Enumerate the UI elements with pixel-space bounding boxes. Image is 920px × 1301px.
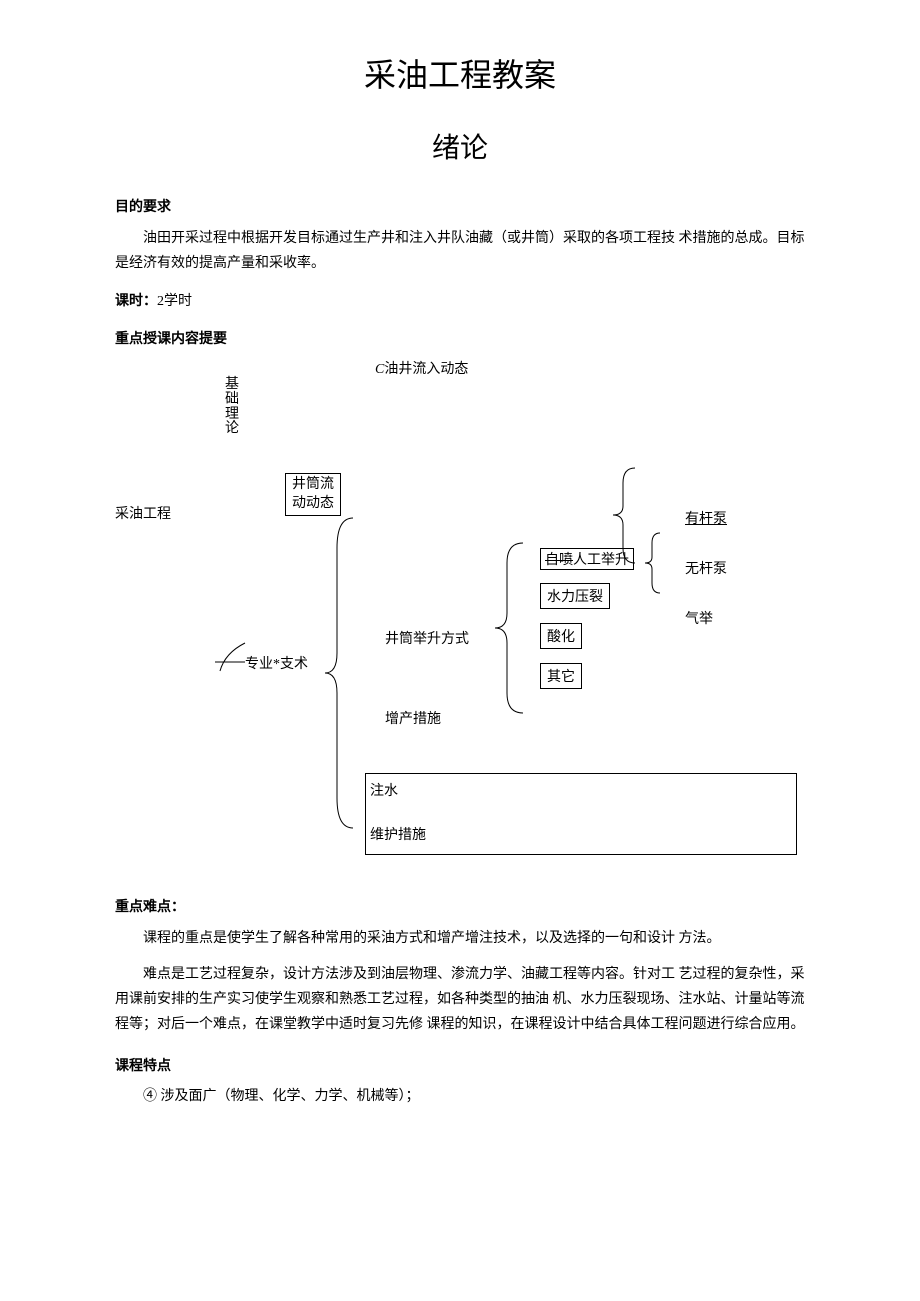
diagram-c-italic: C <box>375 362 384 377</box>
keypoints-paragraph: 课程的重点是使学生了解各种常用的采油方式和增产增注技术，以及选择的一句和设计 方… <box>115 926 805 951</box>
line-icon <box>215 661 245 663</box>
purpose-paragraph: 油田开采过程中根据开发目标通过生产井和注入井队油藏（或井筒）采取的各项工程技 术… <box>115 226 805 276</box>
diagram-wellbore-flow-box: 井筒流动动态 <box>285 473 341 515</box>
outline-diagram: C油井流入动态 基础理论 采油工程 井筒流动动态 专业*支术 井筒举升方式 增产… <box>115 358 805 878</box>
diagram-wellbore-flow-text: 井筒流动动态 <box>292 476 334 512</box>
features-heading: 课程特点 <box>115 1055 805 1075</box>
right-brace2-icon <box>613 468 638 563</box>
main-title: 采油工程教案 <box>115 50 805 96</box>
diagram-hydraulic-frac-box: 水力压裂 <box>540 583 610 609</box>
diagram-top-text: 油井流入动态 <box>384 362 468 377</box>
diagram-rodless-pump: 无杆泵 <box>685 558 727 578</box>
purpose-heading: 目的要求 <box>115 196 805 216</box>
diagram-inject: 注水 <box>366 774 796 818</box>
sub-title: 绪论 <box>115 126 805 166</box>
diagram-stim: 增产措施 <box>385 708 441 728</box>
hours-label: 课时： <box>115 294 157 309</box>
diagram-basic-theory: 基础理论 <box>225 378 239 437</box>
difficulty-paragraph: 难点是工艺过程复杂，设计方法涉及到油层物理、渗流力学、油藏工程等内容。针对工 艺… <box>115 962 805 1038</box>
diagram-root: 采油工程 <box>115 503 171 523</box>
hours-line: 课时：2学时 <box>115 290 805 310</box>
diagram-maint: 维护措施 <box>366 818 796 850</box>
diagram-pro-tech: 专业*支术 <box>245 653 308 673</box>
diagram-bottom-box: 注水 维护措施 <box>365 773 797 855</box>
outline-heading: 重点授课内容提要 <box>115 328 805 348</box>
keypoints-heading: 重点难点： <box>115 896 805 916</box>
diagram-rod-pump: 有杆泵 <box>685 508 727 528</box>
right-brace3-icon <box>645 533 663 593</box>
diagram-lift-mode: 井筒举升方式 <box>385 628 469 648</box>
right-brace-icon <box>495 543 525 713</box>
hours-value: 2学时 <box>157 294 192 309</box>
left-brace-icon <box>325 518 355 828</box>
diagram-natural-flow: 自喷 <box>545 553 573 568</box>
diagram-acid-box: 酸化 <box>540 623 582 649</box>
diagram-other-box: 其它 <box>540 663 582 689</box>
diagram-top-line: C油井流入动态 <box>375 358 468 378</box>
feature-list-item: ④ 涉及面广（物理、化学、力学、机械等）； <box>143 1085 805 1105</box>
diagram-gas-lift: 气举 <box>685 608 713 628</box>
